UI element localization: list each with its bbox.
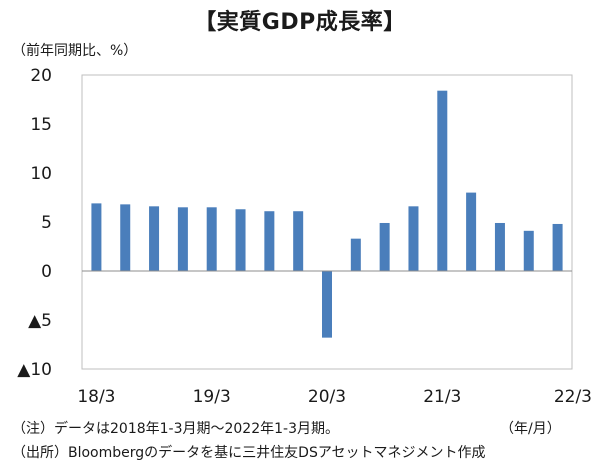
y-tick-label: 0 [41,262,52,282]
bar-19-6 [235,209,246,271]
bar-19-3 [206,207,217,271]
x-tick-label: 19/3 [193,387,231,407]
y-tick-label: 10 [30,164,52,184]
bar-18-9 [149,206,160,271]
y-tick-label: 20 [30,66,52,86]
x-tick-label: 20/3 [308,387,346,407]
bar-21-12 [523,230,534,271]
x-axis-unit-label: （年/月） [500,421,561,437]
bar-18-12 [177,207,188,271]
chart-title: 【実質GDP成長率】 [194,10,406,35]
bar-21-3 [437,90,448,272]
x-tick-label: 18/3 [77,387,115,407]
x-tick-label: 22/3 [554,387,592,407]
y-axis-unit-label: （前年同期比、%） [12,43,138,59]
y-tick-label: ▲10 [17,360,52,380]
bar-19-9 [264,211,275,271]
bar-19-12 [293,211,304,271]
bar-21-9 [494,222,505,271]
plot-area-border [81,74,573,370]
bar-20-6 [350,238,361,271]
footnote-data-period: （注）データは2018年1-3月期～2022年1-3月期。 [12,421,339,437]
y-tick-label: 5 [41,213,52,233]
bar-20-12 [408,206,419,271]
y-tick-label: ▲5 [28,311,52,331]
x-tick-label: 21/3 [423,387,461,407]
bar-20-9 [379,222,390,271]
y-tick-label: 15 [30,115,52,135]
footnote-source: （出所）Bloombergのデータを基に三井住友DSアセットマネジメント作成 [12,445,486,461]
bar-21-6 [466,192,477,271]
bar-22-3 [552,223,563,271]
bar-18-3 [91,203,102,271]
bar-20-3 [322,271,332,338]
bar-18-6 [120,204,131,271]
